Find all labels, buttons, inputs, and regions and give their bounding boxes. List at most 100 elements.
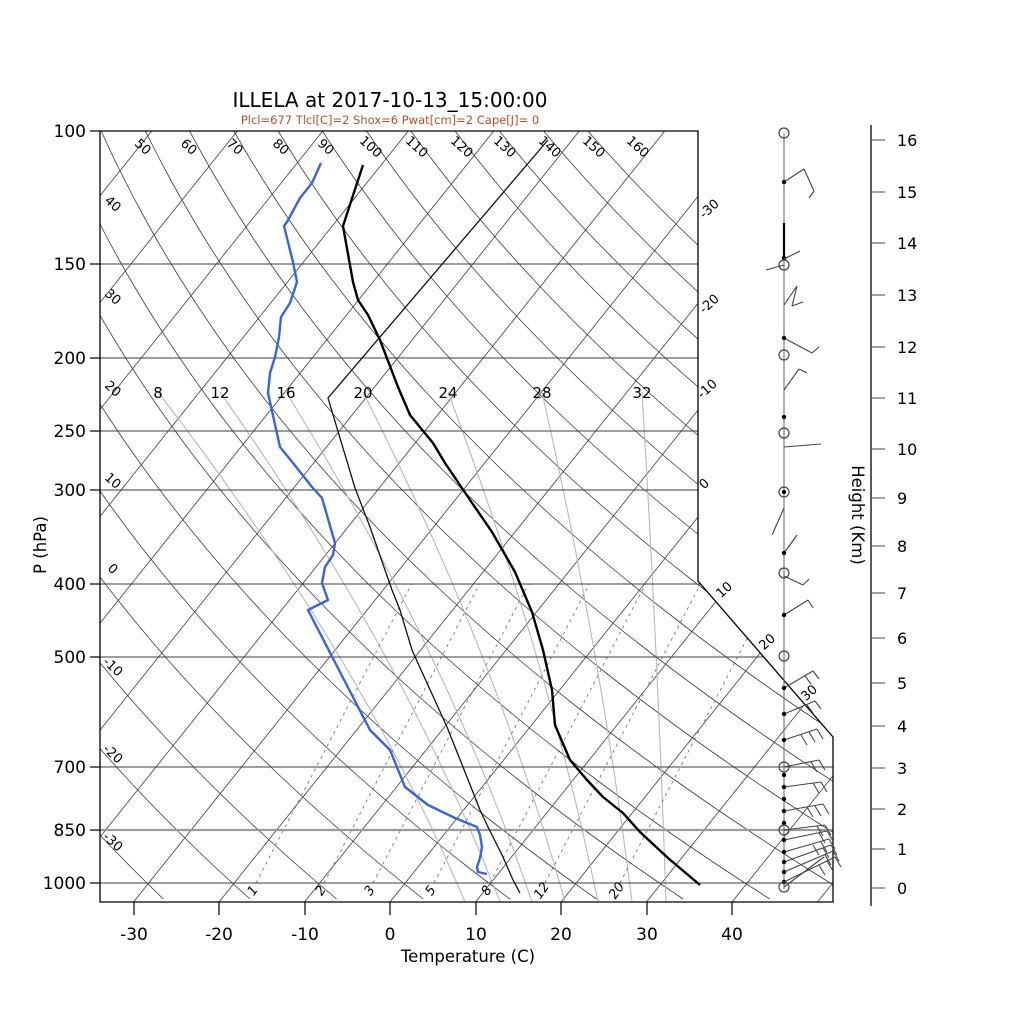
moist-adiabat-line [362,391,566,902]
pressure-tick-label: 700 [54,758,86,778]
wind-barb [826,860,834,872]
height-tick-label: 16 [897,131,917,150]
dry-adiabat-line [454,131,833,900]
frame-layer [99,130,834,903]
wind-level-dot [781,612,787,618]
wind-barb [783,844,832,863]
wind-barb [783,700,816,715]
dry-adiabat-line [277,131,833,900]
wind-barb [804,675,812,685]
isotherm-line [100,131,324,902]
wind-barb [783,534,798,554]
pressure-tick-label: 850 [54,821,86,841]
isotherm-line [731,131,833,902]
wind-barb [783,856,825,888]
wind-level-circle [778,259,790,271]
height-tick-label: 4 [897,717,907,736]
height-tick-label: 9 [897,489,907,508]
mixing-ratio-line [255,583,412,884]
pressure-tick-label: 150 [54,255,86,275]
height-tick-label: 10 [897,440,917,459]
isotherm-label: -30 [697,197,723,222]
height-tick-label: 1 [897,840,907,859]
moist-adiabat-line [157,391,466,902]
wind-barb-layer [765,127,842,893]
mixing-ratio-line [544,583,701,884]
wind-barb [832,850,840,862]
dry-adiabat-line [410,131,833,900]
height-tick-label: 7 [897,584,907,603]
dry-adiabat-line [189,131,833,900]
dry-adiabat-label: 160 [623,134,651,162]
wind-barb [826,830,834,842]
wind-level-dot [781,335,787,341]
dry-adiabat-line [100,131,337,900]
wind-level-dot [781,869,787,875]
wind-level-dot [781,550,787,556]
wind-barb [783,670,814,689]
wind-barb [783,830,828,841]
wind-barb [812,782,820,794]
wind-level-dot [781,711,787,717]
mixing-ratio-line [372,583,529,884]
wind-barb [783,168,805,183]
wind-barb [830,844,838,856]
wind-level-circle [778,127,790,139]
wind-barb [803,168,815,192]
wind-barb [806,704,814,714]
moist-adiabat-label: 12 [210,384,229,402]
x-tick-label: 20 [550,925,572,945]
wind-barb [811,346,820,354]
isotherm-line [304,131,833,902]
dry-adiabat-label: 30 [101,286,123,308]
wind-barb [802,578,810,586]
isotherm-line [646,131,833,902]
height-tick-label: 6 [897,629,907,648]
dry-adiabat-label: 140 [535,134,563,162]
isotherm-line [100,131,153,902]
wind-barb [807,599,814,609]
dry-adiabat-line [100,131,164,900]
isotherm-line [560,131,833,902]
wind-barb [820,781,828,793]
height-tick-label: 0 [897,879,907,898]
wind-level-dot [781,414,787,420]
x-tick-label: 10 [465,925,487,945]
wind-barb [814,805,822,817]
wind-barb [818,864,826,876]
x-tick-label: -10 [291,925,319,945]
wind-level-circle [778,427,790,439]
dry-adiabat-label: 50 [131,136,153,158]
isotherm-label: 10 [713,579,735,601]
wind-level-circle [778,650,790,662]
x-tick-label: 0 [385,925,396,945]
moist-adiabat-line [641,391,667,902]
dry-adiabat-label: 0 [104,561,120,578]
dewpoint-profile [266,162,488,876]
moist-adiabat-line [285,391,533,902]
isotherm-label: 20 [756,631,778,653]
wind-barb [783,759,820,768]
moist-adiabat-line [447,391,599,902]
wind-barb [816,728,824,740]
dry-adiabat-line [322,131,833,900]
wind-barb [806,806,814,818]
wind-barb [808,731,816,743]
dry-adiabat-label: 110 [402,134,430,162]
isotherm-line [100,131,666,902]
wind-barb [810,761,818,773]
wind-barb [783,443,822,448]
x-axis-title: Temperature (C) [400,947,535,966]
wind-level-dot [781,859,787,865]
x-tick-label: 30 [636,925,658,945]
pressure-tick-label: 1000 [43,874,86,894]
x-tick-label: -20 [205,925,233,945]
mixing-ratio-line [489,583,646,884]
dry-adiabat-label: 90 [314,136,336,158]
height-tick-label: 5 [897,674,907,693]
dry-adiabat-line [100,131,684,900]
wind-barb [800,734,808,746]
wind-level-circle [778,486,790,498]
dry-adiabat-line [543,131,833,900]
